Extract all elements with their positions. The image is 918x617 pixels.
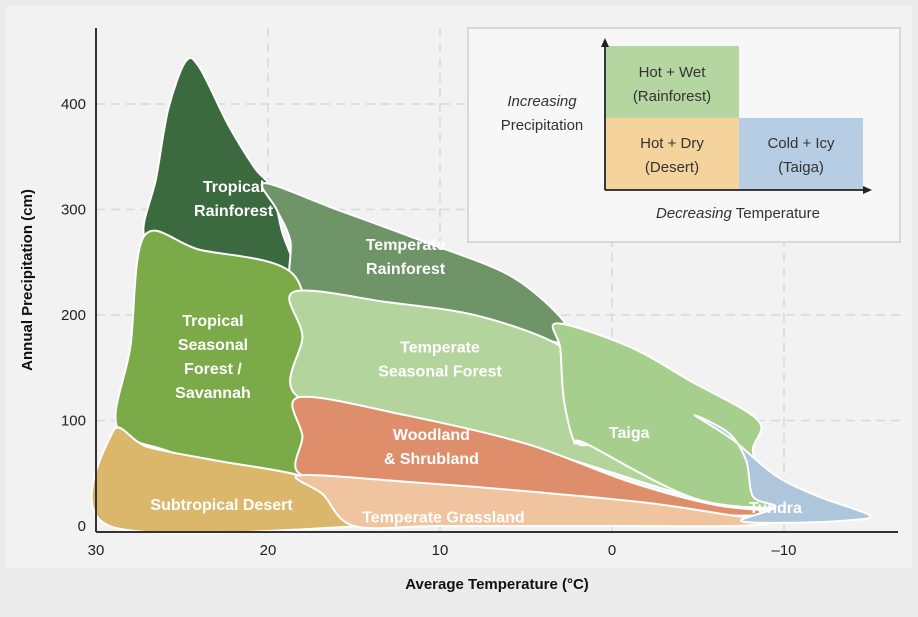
legend: Hot + Wet (Rainforest) Hot + Dry (Desert… — [467, 27, 901, 243]
y-tick-label-0: 0 — [78, 518, 86, 535]
region-label-tundra-line-1: Tundra — [749, 500, 802, 517]
region-label-woodland-shrubland-line-2: & Shrubland — [384, 451, 479, 468]
legend-x-label-italic: Decreasing — [656, 205, 733, 222]
legend-y-arrowhead — [601, 38, 609, 47]
legend-x-label-rest: Temperature — [732, 205, 820, 222]
legend-cell-hot-dry-line-1: Hot + Dry — [640, 135, 704, 152]
y-axis-title: Annual Precipitation (cm) — [19, 189, 36, 371]
region-tropical-seasonal-forest-savannah — [114, 229, 313, 483]
region-label-tropical-seasonal-forest-savannah-line-3: Forest / — [184, 361, 242, 378]
region-label-tropical-seasonal-forest-savannah-line-1: Tropical — [182, 313, 243, 330]
region-label-temperate-seasonal-forest-line-1: Temperate — [400, 339, 480, 356]
region-label-subtropical-desert-line-1: Subtropical Desert — [150, 497, 293, 514]
legend-cell-hot-wet-line-2: (Rainforest) — [633, 88, 711, 105]
y-tick-label-3: 300 — [61, 202, 86, 219]
region-label-tropical-rainforest-line-1: Tropical — [203, 179, 264, 196]
y-tick-label-1: 100 — [61, 413, 86, 430]
legend-cell-hot-wet — [606, 46, 739, 118]
region-label-taiga-line-1: Taiga — [609, 425, 650, 442]
x-tick-label-2: 10 — [432, 542, 449, 559]
legend-cell-hot-dry-line-2: (Desert) — [645, 159, 699, 176]
region-temperate-grassland — [294, 473, 777, 530]
region-labels: Tropical Rainforest Temperate Rainforest Tro… — [150, 179, 802, 527]
axes — [95, 28, 898, 533]
region-label-woodland-shrubland-line-1: Woodland — [393, 427, 470, 444]
legend-cell-cold-icy-line-1: Cold + Icy — [767, 135, 835, 152]
region-label-temperate-grassland-line-1: Temperate Grassland — [362, 510, 524, 527]
legend-cell-cold-icy — [739, 118, 863, 190]
region-label-temperate-seasonal-forest-line-2: Seasonal Forest — [378, 363, 502, 380]
legend-cell-cold-icy-line-2: (Taiga) — [778, 159, 824, 176]
x-tick-label-3: 0 — [608, 542, 616, 559]
region-label-temperate-rainforest-line-1: Temperate — [366, 237, 446, 254]
legend-y-label-rest: Precipitation — [501, 117, 584, 134]
y-tick-label-4: 400 — [61, 96, 86, 113]
legend-x-label: Decreasing Temperature — [656, 205, 820, 222]
region-label-tropical-rainforest-line-2: Rainforest — [194, 203, 274, 220]
legend-cell-hot-wet-line-1: Hot + Wet — [639, 64, 707, 81]
x-axis-title: Average Temperature (°C) — [405, 576, 589, 593]
regions — [90, 56, 872, 535]
x-tick-label-0: 30 — [88, 542, 105, 559]
y-tick-label-2: 200 — [61, 307, 86, 324]
region-label-temperate-rainforest-line-2: Rainforest — [366, 261, 446, 278]
legend-y-label-italic: Increasing — [507, 93, 577, 110]
x-tick-label-1: 20 — [260, 542, 277, 559]
legend-cell-hot-dry — [606, 118, 739, 190]
x-tick-label-4: –10 — [771, 542, 796, 559]
region-label-tropical-seasonal-forest-savannah-line-4: Savannah — [175, 385, 251, 402]
region-label-tropical-seasonal-forest-savannah-line-2: Seasonal — [178, 337, 248, 354]
legend-x-arrowhead — [863, 186, 872, 194]
region-tundra — [693, 414, 872, 524]
